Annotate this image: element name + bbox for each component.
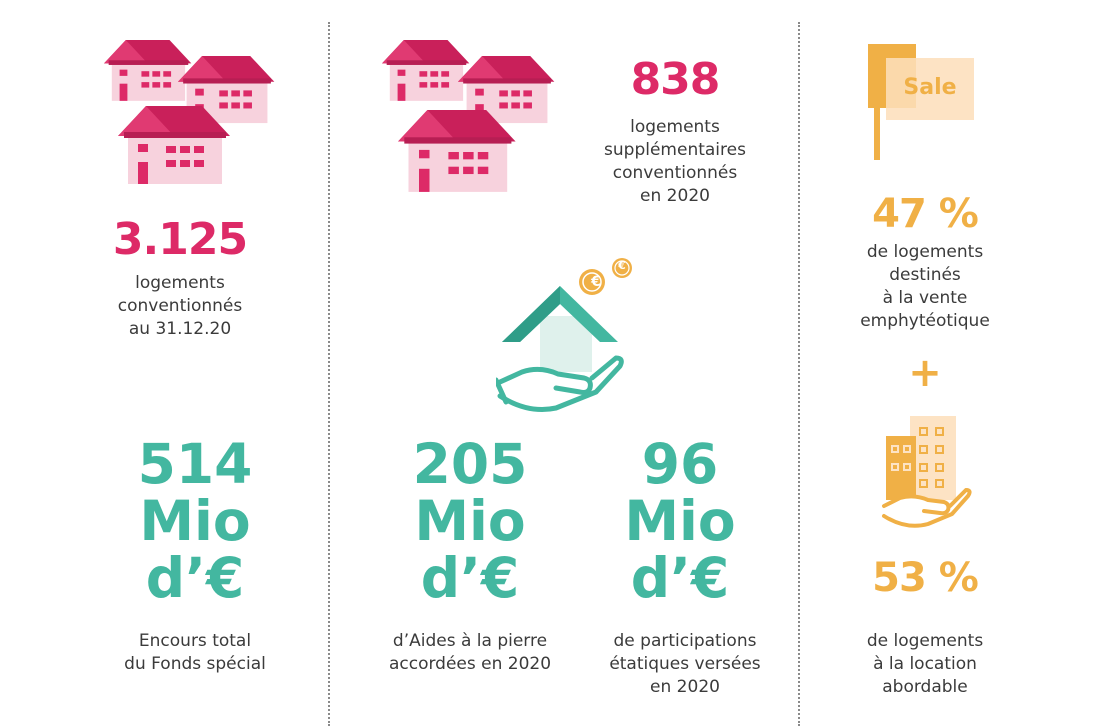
- column-divider-left: [328, 22, 330, 726]
- rent-percentage: 53 %: [872, 555, 979, 601]
- sale-caption: de logements destinés à la vente emphyté…: [860, 242, 990, 331]
- participation-amount: 96 Mio d’€: [624, 432, 736, 610]
- houses-icon: [382, 40, 555, 192]
- fund-amount: 514 Mio d’€: [137, 432, 253, 610]
- euro-coin-symbol: €: [618, 259, 626, 272]
- euro-coin-symbol: €: [591, 274, 601, 290]
- building-hand-icon: [882, 416, 972, 528]
- rent-caption: de logements à la location abordable: [866, 631, 984, 697]
- sale-percentage: 47 %: [872, 191, 979, 237]
- aid-amount: 205 Mio d’€: [412, 432, 528, 610]
- hand-house-euro-icon: [496, 258, 632, 412]
- housing-count: 3.125: [112, 214, 248, 265]
- sale-sign-text: Sale: [903, 75, 957, 100]
- fund-caption: Encours total du Fonds spécial: [124, 631, 266, 674]
- aid-caption: d’Aides à la pierre accordées en 2020: [388, 631, 552, 674]
- participation-caption: de participations étatiques versées en 2…: [609, 631, 761, 697]
- additional-count-caption: logements supplémentaires conventionnés …: [604, 117, 746, 206]
- column-divider-right: [798, 22, 800, 726]
- houses-icon: [104, 40, 275, 184]
- housing-count-caption: logements conventionnés au 31.12.20: [117, 273, 243, 339]
- plus-sign: +: [908, 350, 942, 396]
- sale-sign-icon: [868, 44, 974, 160]
- additional-count: 838: [630, 54, 721, 105]
